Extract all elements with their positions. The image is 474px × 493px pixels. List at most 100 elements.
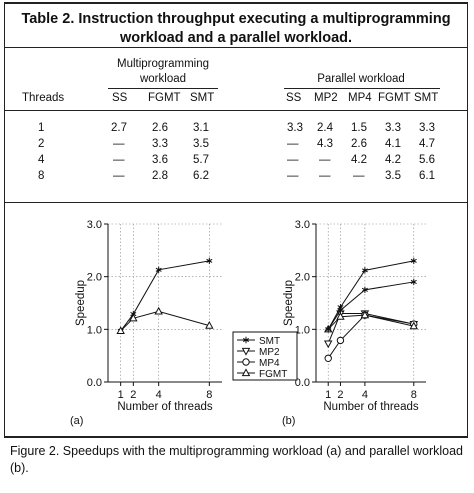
chart-b-data-point [323, 340, 333, 349]
chart-b-data-point [361, 286, 368, 294]
col-header-multi-fgmt: FGMT [148, 92, 181, 104]
cell-par-mp4: — [353, 170, 365, 182]
chart-b-x-tick-label: 4 [362, 389, 368, 401]
chart-a-y-tick-label: 3.0 [87, 219, 102, 231]
cell-par-smt: 5.6 [419, 154, 435, 166]
group-header-multiprogramming-line2: workload [139, 73, 187, 85]
chart-a-y-tick-label: 1.0 [87, 324, 102, 336]
chart-a-x-tick-label: 4 [156, 389, 162, 401]
cell-threads: 8 [38, 170, 45, 182]
group-rule-multiprogramming [108, 88, 218, 89]
chart-b-data-point [324, 354, 332, 363]
cell-threads: 2 [38, 138, 45, 150]
chart-a-data-point [206, 257, 213, 265]
table-frame-right [467, 2, 468, 436]
table-frame-top [4, 2, 468, 4]
group-header-parallel: Parallel workload [317, 73, 405, 85]
cell-par-ss: — [287, 170, 299, 182]
chart-b-x-tick-label: 2 [337, 389, 343, 401]
chart-a-data-point [129, 313, 138, 322]
cell-multi-ss: — [113, 170, 125, 182]
chart-a-data-point [116, 326, 125, 335]
chart-a-x-tick-label: 1 [118, 389, 124, 401]
legend-label: MP4 [259, 358, 280, 369]
chart-a-y-tick-label: 0.0 [87, 377, 102, 389]
cell-multi-smt: 3.5 [193, 138, 209, 150]
cell-threads: 4 [38, 154, 45, 166]
col-header-par-mp4: MP4 [348, 92, 372, 104]
cell-par-smt: 3.3 [419, 122, 435, 134]
cell-par-mp2: — [319, 154, 331, 166]
chart-b-series-line [327, 313, 414, 344]
chart-b-data-point [325, 326, 332, 333]
table-title: Table 2. Instruction throughput executin… [21, 11, 451, 46]
cell-par-mp2: 2.4 [317, 122, 333, 134]
chart-b-y-tick-label: 2.0 [295, 272, 310, 284]
cell-multi-fgmt: 2.6 [152, 122, 168, 134]
cell-par-ss: 3.3 [287, 122, 303, 134]
table-bottom-rule [4, 202, 468, 203]
chart-b-data-point [336, 312, 345, 320]
cell-multi-ss: — [113, 138, 125, 150]
chart-a-series-line [120, 260, 210, 332]
cell-par-mp4: 1.5 [351, 122, 367, 134]
chart-b-y-tick-label: 1.0 [295, 324, 310, 336]
group-header-multiprogramming-line1: Multiprogramming [116, 58, 210, 70]
cell-par-fgmt: 3.5 [385, 170, 401, 182]
cell-par-mp2: 4.3 [317, 138, 333, 150]
legend-label: MP2 [259, 347, 280, 358]
chart-a-x-tick-label: 8 [206, 389, 212, 401]
chart-a-panel-label: (a) [70, 415, 83, 427]
chart-b-data-point [410, 278, 417, 286]
cell-par-smt: 6.1 [419, 170, 435, 182]
col-header-multi-smt: SMT [190, 92, 215, 104]
chart-a-x-axis-label: Number of threads [117, 401, 212, 413]
chart-a-y-tick-label: 2.0 [87, 272, 102, 284]
legend-marker [242, 336, 250, 344]
chart-b-y-tick-label: 3.0 [295, 219, 310, 231]
chart-b-data-point [361, 267, 368, 274]
figure-caption: Figure 2. Speedups with the multiprogram… [10, 444, 464, 475]
chart-a-y-axis-label: Speedup [75, 280, 87, 326]
chart-a-x-tick-label: 2 [130, 389, 136, 401]
chart-b-data-point [409, 321, 419, 330]
chart-b-series-line [327, 260, 414, 330]
chart-a-data-point [205, 321, 214, 329]
col-header-par-mp2: MP2 [314, 92, 338, 104]
chart-b-series-line [327, 281, 414, 330]
col-header-threads: Threads [22, 92, 65, 104]
cell-multi-fgmt: 3.3 [152, 138, 168, 150]
cell-multi-smt: 3.1 [193, 122, 209, 134]
chart-b-data-point [336, 336, 345, 345]
col-header-par-fgmt: FGMT [378, 92, 411, 104]
chart-b-data-point [337, 307, 344, 314]
chart-b-x-axis-label: Number of threads [323, 401, 418, 413]
cell-par-smt: 4.7 [419, 138, 435, 150]
cell-multi-smt: 6.2 [193, 170, 209, 182]
title-rule [4, 47, 468, 48]
cell-par-fgmt: 4.2 [385, 154, 401, 166]
chart-b-series-line [327, 314, 414, 359]
chart-a-series-line [120, 310, 210, 332]
chart-b-series-line [327, 314, 414, 330]
chart-a-data-point [155, 266, 162, 274]
figure-frame-bottom [4, 436, 468, 438]
group-rule-parallel [284, 88, 440, 89]
cell-multi-smt: 5.7 [193, 154, 209, 166]
legend-marker [242, 358, 250, 366]
cell-par-ss: — [287, 138, 299, 150]
legend-marker [241, 347, 251, 356]
cell-par-fgmt: 4.1 [385, 138, 401, 150]
cell-multi-fgmt: 3.6 [152, 154, 168, 166]
cell-par-fgmt: 3.3 [385, 122, 401, 134]
cell-par-mp2: — [319, 170, 331, 182]
legend-marker [241, 368, 251, 377]
cell-par-mp4: 2.6 [351, 138, 367, 150]
table-frame-left [4, 2, 5, 436]
legend-label: SMT [259, 336, 280, 347]
cell-multi-ss: 2.7 [111, 122, 127, 134]
chart-b-panel-label: (b) [282, 415, 295, 427]
header-rule [4, 110, 468, 111]
chart-b-y-tick-label: 0.0 [295, 377, 310, 389]
